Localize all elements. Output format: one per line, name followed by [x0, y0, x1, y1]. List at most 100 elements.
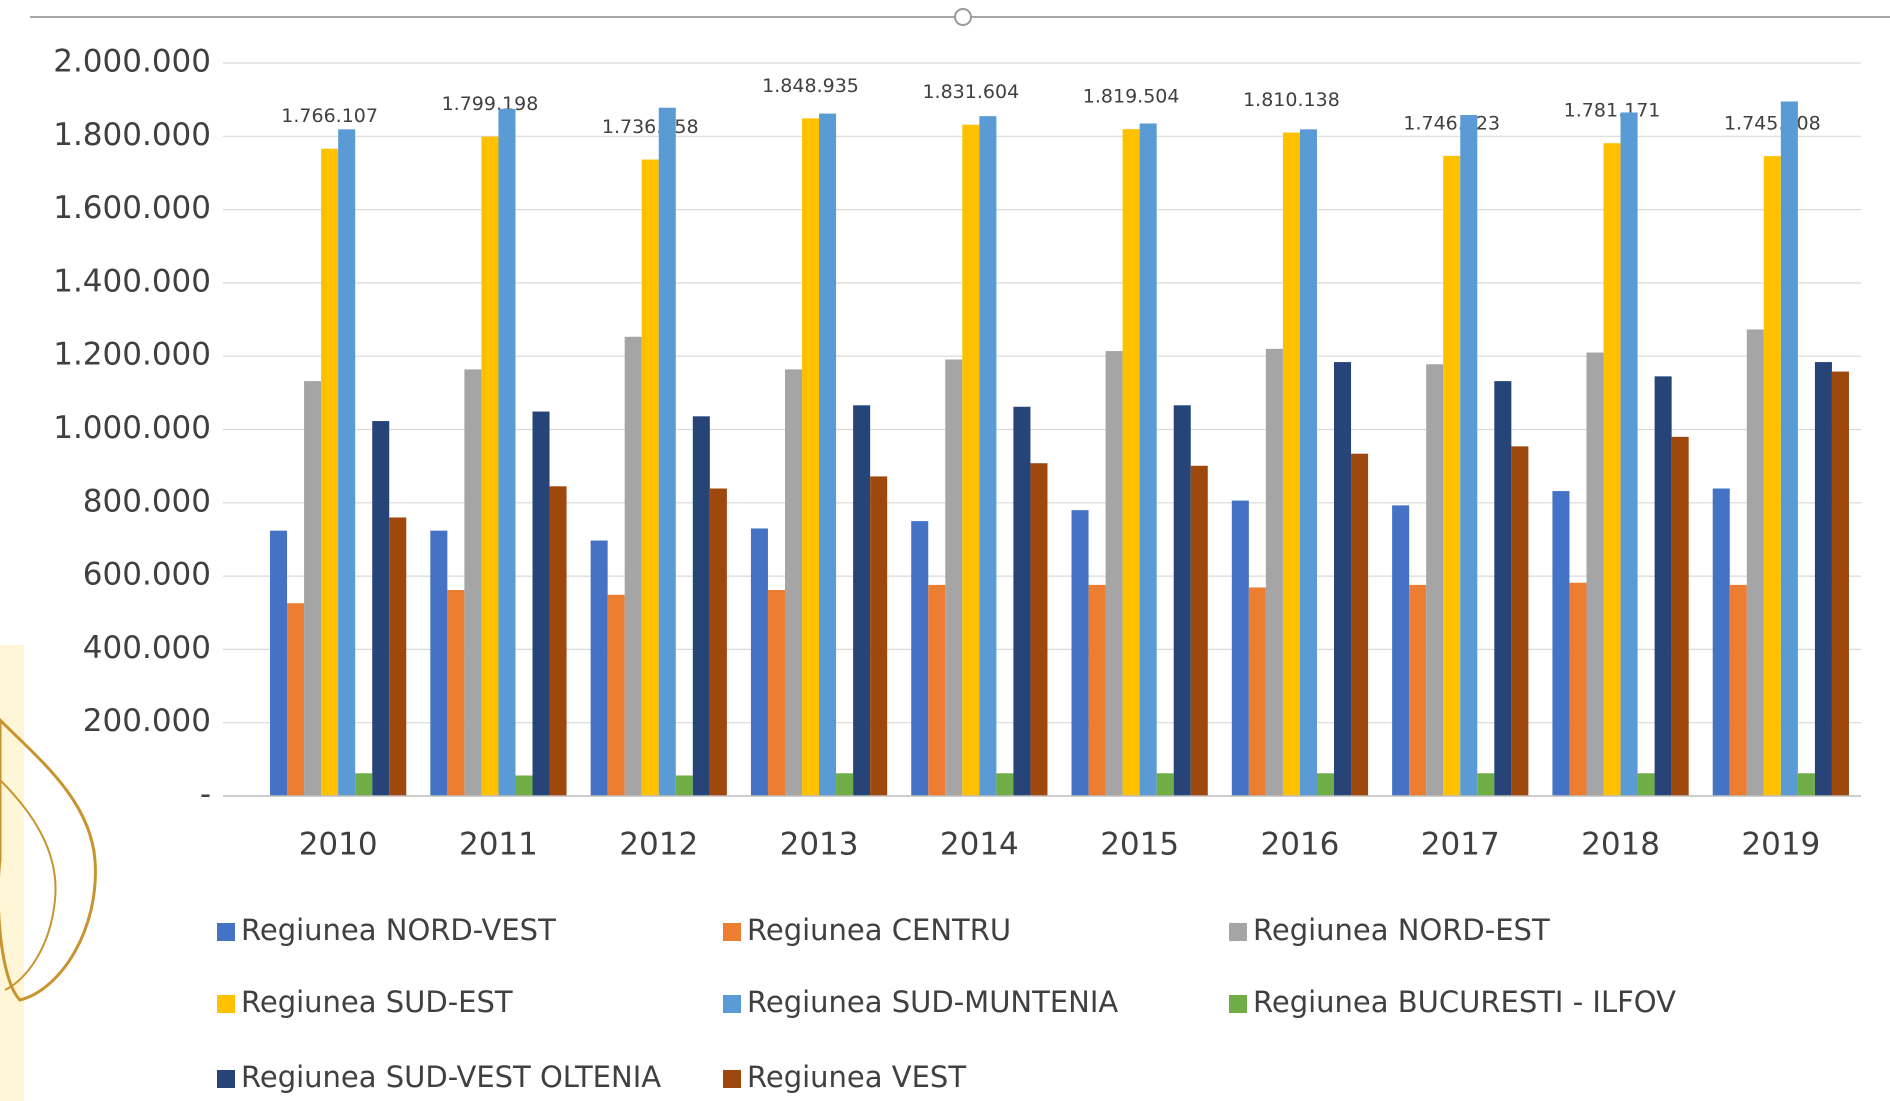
bar — [1460, 115, 1478, 797]
bar — [767, 590, 785, 796]
bar — [372, 421, 390, 796]
data-label: 1.819.504 — [1083, 86, 1180, 108]
bar — [549, 486, 567, 796]
bar — [675, 775, 693, 796]
y-tick-label: 600.000 — [83, 557, 211, 593]
bar — [1316, 773, 1335, 796]
bar — [1620, 112, 1638, 797]
data-label: 1.848.935 — [762, 75, 859, 97]
bar — [962, 124, 980, 796]
legend-swatch — [1229, 923, 1247, 941]
bar — [1139, 123, 1157, 796]
bar — [709, 488, 727, 796]
bar — [819, 113, 837, 796]
bar — [658, 107, 676, 796]
legend-label: Regiunea NORD-VEST — [241, 913, 556, 947]
data-label: 1.810.138 — [1243, 89, 1340, 111]
bar — [1231, 500, 1249, 796]
x-tick-label: 2016 — [1260, 827, 1339, 863]
bar — [1637, 773, 1655, 796]
bar — [1603, 143, 1621, 797]
bar — [1511, 446, 1529, 796]
x-tick-label: 2019 — [1741, 827, 1820, 863]
x-tick-label: 2012 — [619, 827, 698, 863]
data-label: 1.746.723 — [1403, 112, 1500, 134]
y-tick-label: 2.000.000 — [53, 44, 211, 80]
bar — [750, 528, 768, 796]
bar — [1494, 381, 1512, 796]
bar — [1797, 773, 1815, 796]
x-tick-label: 2018 — [1581, 827, 1660, 863]
bar — [1552, 491, 1570, 796]
bar — [1831, 371, 1849, 796]
bar — [270, 530, 288, 796]
data-label: 1.831.604 — [922, 81, 1019, 103]
y-tick-label: 200.000 — [83, 703, 211, 739]
bar — [641, 159, 659, 796]
legend-swatch — [217, 1070, 235, 1088]
data-label: 1.736.558 — [602, 116, 699, 138]
bar — [996, 773, 1014, 796]
bar — [1426, 364, 1444, 796]
leaf-decoration — [0, 779, 57, 991]
bar — [1351, 453, 1369, 796]
legend-swatch — [723, 1070, 741, 1088]
data-label: 1.799.198 — [442, 93, 539, 115]
legend-label: Regiunea SUD-MUNTENIA — [747, 985, 1118, 1019]
bar — [1671, 436, 1689, 796]
bar — [515, 775, 533, 796]
bar — [1729, 584, 1747, 796]
legend-label: Regiunea BUCURESTI - ILFOV — [1253, 985, 1676, 1019]
bar — [1105, 351, 1123, 796]
bar — [430, 530, 448, 796]
bar — [1173, 405, 1191, 796]
bar — [1248, 587, 1266, 796]
bar — [1071, 510, 1089, 796]
x-tick-label: 2014 — [940, 827, 1019, 863]
data-label: 1.781.171 — [1564, 100, 1661, 122]
bar — [1299, 129, 1317, 797]
data-label: 1.766.107 — [281, 105, 378, 127]
bar — [590, 540, 608, 796]
bar — [304, 381, 322, 796]
bar — [1122, 129, 1140, 796]
bar — [1282, 132, 1300, 797]
x-tick-label: 2013 — [780, 827, 859, 863]
legend-label: Regiunea VEST — [747, 1060, 966, 1094]
bar — [1409, 584, 1427, 796]
bar — [1586, 352, 1604, 796]
data-label: 1.745.808 — [1724, 113, 1821, 135]
legend-swatch — [723, 995, 741, 1013]
bar — [1156, 773, 1174, 796]
bar — [1654, 376, 1672, 796]
y-tick-label: 400.000 — [83, 630, 211, 666]
y-tick-label: 1.000.000 — [53, 410, 211, 446]
bar — [464, 369, 482, 796]
legend-swatch — [1229, 995, 1247, 1013]
y-tick-label: 1.600.000 — [53, 190, 211, 226]
side-panel — [0, 645, 24, 1101]
bar — [1814, 362, 1832, 796]
legend-swatch — [723, 923, 741, 941]
bar — [1443, 155, 1461, 796]
bar — [498, 108, 516, 796]
bar — [338, 129, 356, 797]
bar — [321, 148, 339, 796]
bar — [1569, 582, 1587, 796]
bar — [979, 116, 997, 796]
bar — [836, 773, 854, 796]
y-tick-label: 1.200.000 — [53, 337, 211, 373]
bar — [945, 359, 963, 796]
bar — [1780, 101, 1798, 797]
x-tick-label: 2017 — [1421, 827, 1500, 863]
bar — [1088, 584, 1106, 796]
y-tick-label: 1.400.000 — [53, 263, 211, 299]
legend-swatch — [217, 923, 235, 941]
bar — [784, 369, 803, 796]
x-tick-label: 2010 — [299, 827, 378, 863]
x-tick-label: 2011 — [459, 827, 538, 863]
bar — [389, 517, 407, 796]
frame-handle — [954, 8, 972, 26]
legend-label: Regiunea SUD-EST — [241, 985, 513, 1019]
y-tick-label: 1.800.000 — [53, 117, 211, 153]
